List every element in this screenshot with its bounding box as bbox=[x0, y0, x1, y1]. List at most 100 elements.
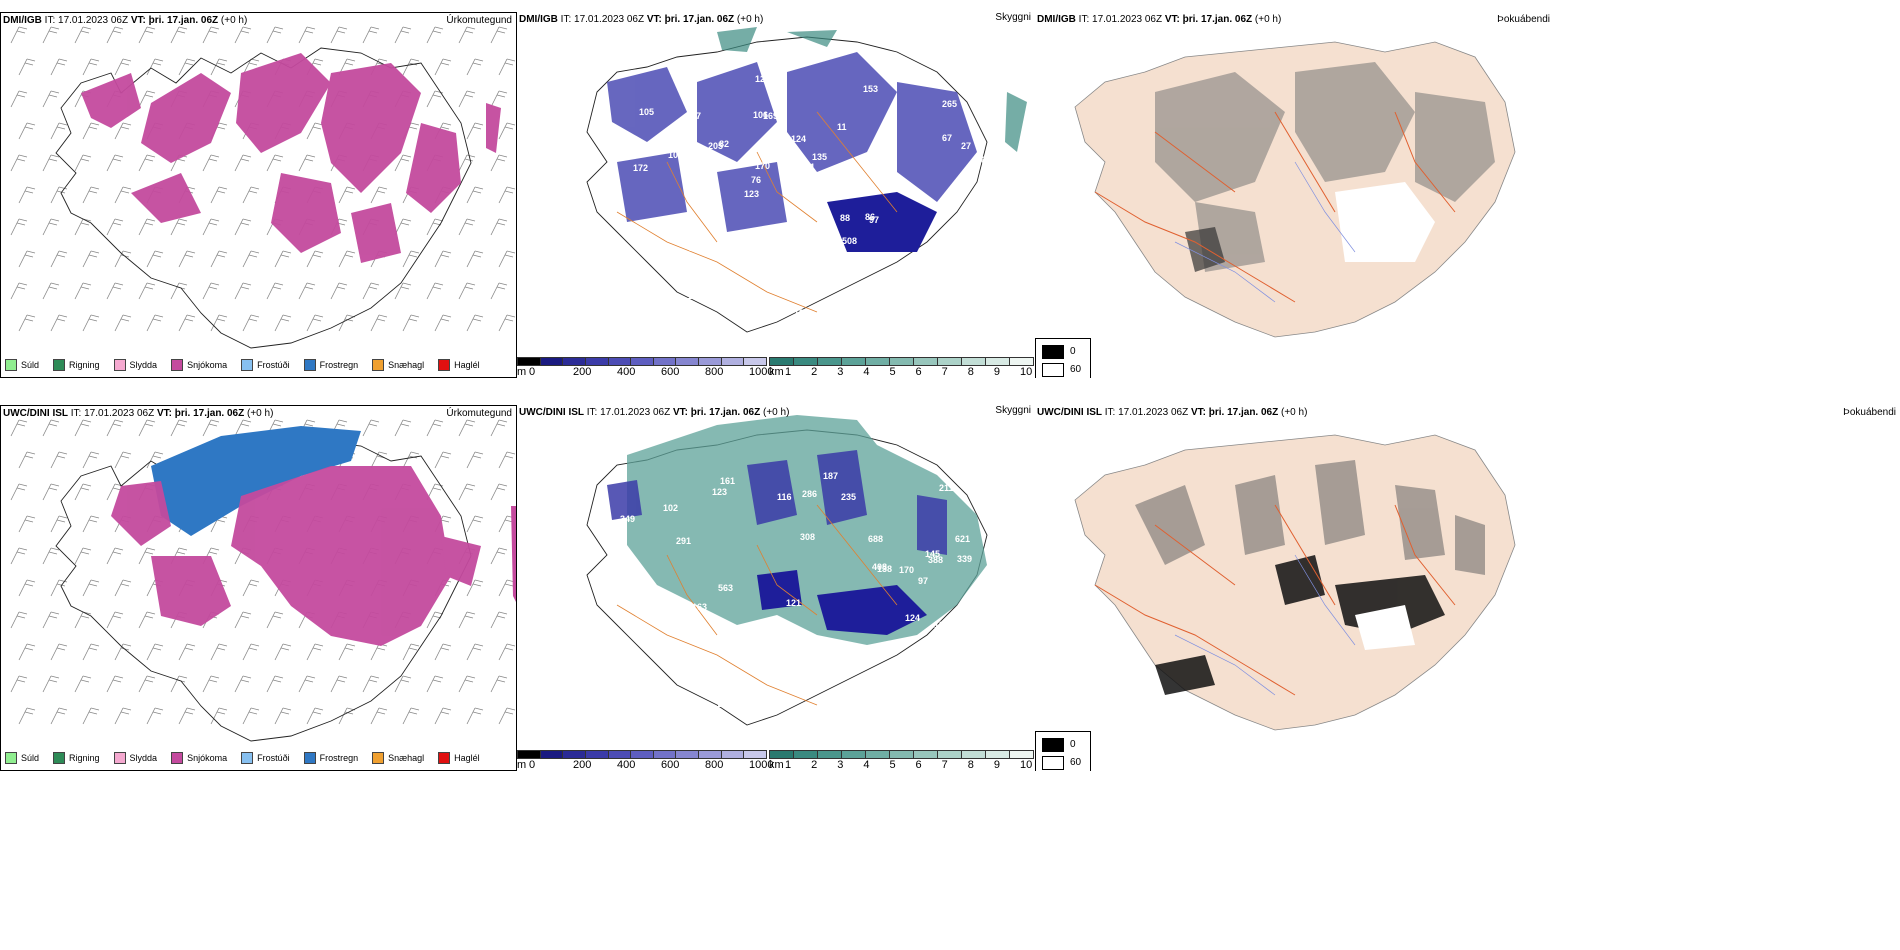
wind-barb bbox=[362, 419, 380, 437]
legend-item: Frostúði bbox=[241, 359, 290, 371]
wind-barb bbox=[490, 611, 508, 629]
visibility-value-label: 97 bbox=[918, 576, 928, 586]
wind-barb bbox=[274, 314, 292, 332]
visibility-value-label: 170 bbox=[899, 565, 914, 575]
legend-swatch bbox=[303, 359, 316, 371]
wind-barb bbox=[50, 579, 68, 597]
wind-barb bbox=[50, 314, 68, 332]
colorbar-segment bbox=[584, 357, 608, 366]
colorbar-segment bbox=[675, 750, 699, 759]
wind-barb bbox=[466, 515, 484, 533]
wind-barb bbox=[146, 250, 164, 268]
legend-item: Frostúði bbox=[241, 752, 290, 764]
fog-legend-label: 60 bbox=[1070, 757, 1082, 768]
wind-barb bbox=[330, 26, 348, 44]
wind-barb bbox=[466, 122, 484, 140]
wind-barb bbox=[106, 547, 124, 565]
visibility-value-label: 549 bbox=[774, 649, 789, 659]
colorbar-unit: m bbox=[517, 759, 527, 771]
wind-barb bbox=[210, 58, 228, 76]
colorbar-tick: 10 bbox=[1020, 759, 1033, 771]
wind-barb bbox=[434, 451, 452, 469]
wind-barb bbox=[170, 218, 188, 236]
colorbar-segment bbox=[652, 357, 676, 366]
legend-swatch bbox=[438, 359, 451, 371]
wind-barb bbox=[434, 707, 452, 725]
legend-label: Súld bbox=[21, 360, 40, 370]
wind-barb bbox=[490, 282, 508, 300]
visibility-value-label: 563 bbox=[718, 583, 733, 593]
wind-barb bbox=[498, 186, 516, 204]
wind-barb bbox=[82, 515, 100, 533]
wind-barb bbox=[42, 282, 60, 300]
wind-barb bbox=[10, 218, 28, 236]
visibility-value-label: 67 bbox=[942, 133, 952, 143]
legend-item: Frostregn bbox=[303, 752, 358, 764]
wind-barb bbox=[146, 707, 164, 725]
wind-barb bbox=[138, 282, 156, 300]
colorbar-segment bbox=[562, 357, 585, 366]
legend-label: Slydda bbox=[129, 360, 158, 370]
visibility-value-label: 858 bbox=[904, 684, 919, 694]
fog-panel-bottom: UWC/DINI ISL IT: 17.01.2023 06Z VT: þri.… bbox=[1035, 405, 1900, 771]
colorbar-tick: 4 bbox=[863, 366, 870, 378]
legend-item: Snæhagl bbox=[372, 752, 424, 764]
wind-barb bbox=[458, 419, 476, 437]
wind-barb bbox=[82, 250, 100, 268]
visibility-value-label: 307 bbox=[686, 111, 701, 121]
colorbar-km-ticks: km 1 2 3 4 5 6 7 8 9 10 bbox=[769, 366, 1034, 378]
wind-barb bbox=[490, 483, 508, 501]
visibility-value-label: 614 bbox=[740, 686, 755, 696]
precip-type-map-bottom bbox=[10, 419, 516, 742]
wind-barb bbox=[490, 154, 508, 172]
fog-legend: 0 60 bbox=[1035, 338, 1091, 378]
wind-barb bbox=[466, 643, 484, 661]
legend-swatch bbox=[171, 359, 184, 371]
wind-barb bbox=[42, 675, 60, 693]
precip-legend: Súld Rigning Slydda Snjókoma Frostúði Frostre… bbox=[5, 359, 480, 371]
wind-barb bbox=[210, 707, 228, 725]
legend-item: Rigning bbox=[53, 752, 100, 764]
legend-swatch bbox=[372, 359, 385, 371]
visibility-value-label: 123 bbox=[712, 487, 727, 497]
fog-legend-swatch bbox=[1042, 756, 1064, 770]
visibility-value-label: 109 bbox=[668, 150, 683, 160]
wind-barb bbox=[242, 186, 260, 204]
visibility-value-label: 436 bbox=[829, 689, 844, 699]
wind-barb bbox=[266, 611, 284, 629]
wind-barb bbox=[266, 154, 284, 172]
colorbar-segment bbox=[1009, 750, 1034, 759]
legend-swatch bbox=[5, 359, 17, 371]
legend-swatch bbox=[171, 752, 184, 764]
colorbar-segment bbox=[889, 357, 913, 366]
wind-barb bbox=[370, 643, 388, 661]
visibility-value-label: 124 bbox=[905, 613, 920, 623]
wind-barb bbox=[402, 643, 420, 661]
colorbar-tick: 9 bbox=[993, 366, 1000, 378]
wind-barb bbox=[202, 26, 220, 44]
legend-swatch bbox=[5, 752, 17, 764]
legend-label: Snæhagl bbox=[388, 753, 425, 763]
colorbar-segment bbox=[1009, 357, 1034, 366]
wind-barb bbox=[274, 250, 292, 268]
legend-label: Snæhagl bbox=[388, 360, 425, 370]
wind-barb bbox=[82, 58, 100, 76]
wind-barb bbox=[74, 675, 92, 693]
wind-barb bbox=[210, 643, 228, 661]
wind-barb bbox=[146, 451, 164, 469]
legend-swatch bbox=[241, 752, 254, 764]
wind-barb bbox=[170, 26, 188, 44]
visibility-value-label: 76 bbox=[751, 175, 761, 185]
wind-barb bbox=[234, 218, 252, 236]
colorbar-segment bbox=[539, 750, 563, 759]
wind-barb bbox=[338, 250, 356, 268]
wind-barb bbox=[178, 643, 196, 661]
panel-header: UWC/DINI ISL IT: 17.01.2023 06Z VT: þri.… bbox=[519, 407, 790, 418]
colorbar-segment bbox=[517, 357, 540, 366]
precip-type-panel-top: DMI/IGB IT: 17.01.2023 06Z VT: þri. 17.j… bbox=[0, 12, 517, 378]
colorbar-tick: 1 bbox=[785, 366, 792, 378]
wind-barb bbox=[498, 122, 516, 140]
wind-barb bbox=[50, 707, 68, 725]
visibility-panel-top: 138 172 265 123 11 16 106 124 125 82 107 141 169 135 9… bbox=[517, 12, 1035, 378]
visibility-value-label: 128 bbox=[755, 74, 770, 84]
